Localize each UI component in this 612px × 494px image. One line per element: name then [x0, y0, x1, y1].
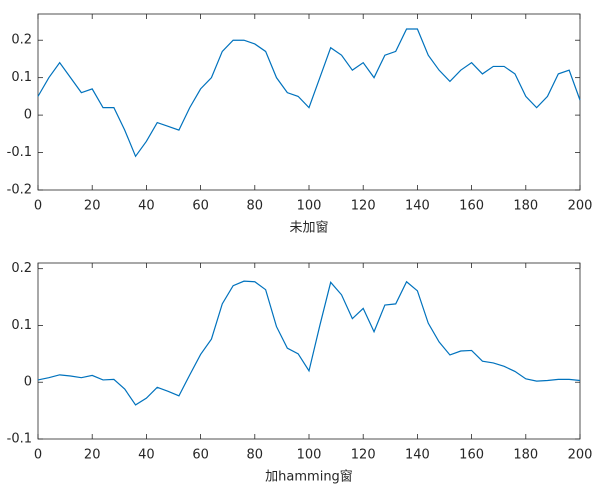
x-tick-label: 80: [247, 199, 264, 214]
y-tick-label: 0: [24, 375, 32, 390]
x-tick-label: 200: [568, 199, 593, 214]
y-tick-label: 0.1: [11, 70, 32, 85]
y-tick-label: 0.2: [11, 261, 32, 276]
data-line: [37, 280, 581, 406]
x-tick-label: 60: [192, 448, 209, 463]
x-tick-label: 20: [84, 448, 101, 463]
x-tick-label: 20: [84, 199, 101, 214]
x-tick-label: 120: [351, 199, 376, 214]
x-tick-label: 180: [513, 199, 538, 214]
x-tick-label: 40: [138, 448, 155, 463]
y-tick-label: -0.2: [7, 183, 32, 198]
axes-box: [37, 13, 581, 191]
x-tick-label: 140: [405, 448, 430, 463]
x-tick-label: 160: [459, 448, 484, 463]
x-tick-label: 60: [192, 199, 209, 214]
axes-box: [37, 262, 581, 440]
x-tick-label: 0: [34, 448, 42, 463]
x-axis-label: 加hamming窗: [265, 469, 353, 485]
x-tick-label: 100: [297, 199, 322, 214]
x-tick-label: 140: [405, 199, 430, 214]
x-axis-label: 未加窗: [289, 220, 328, 236]
y-tick-label: 0: [24, 108, 32, 123]
x-tick-label: 120: [351, 448, 376, 463]
x-tick-label: 200: [568, 448, 593, 463]
x-tick-label: 160: [459, 199, 484, 214]
x-tick-label: 80: [247, 448, 264, 463]
y-tick-label: 0.1: [11, 318, 32, 333]
y-tick-label: -0.1: [7, 145, 32, 160]
data-line: [37, 28, 581, 158]
x-tick-label: 100: [297, 448, 322, 463]
y-tick-label: -0.1: [7, 432, 32, 447]
x-tick-label: 40: [138, 199, 155, 214]
x-tick-label: 0: [34, 199, 42, 214]
y-tick-label: 0.2: [11, 33, 32, 48]
x-tick-label: 180: [513, 448, 538, 463]
